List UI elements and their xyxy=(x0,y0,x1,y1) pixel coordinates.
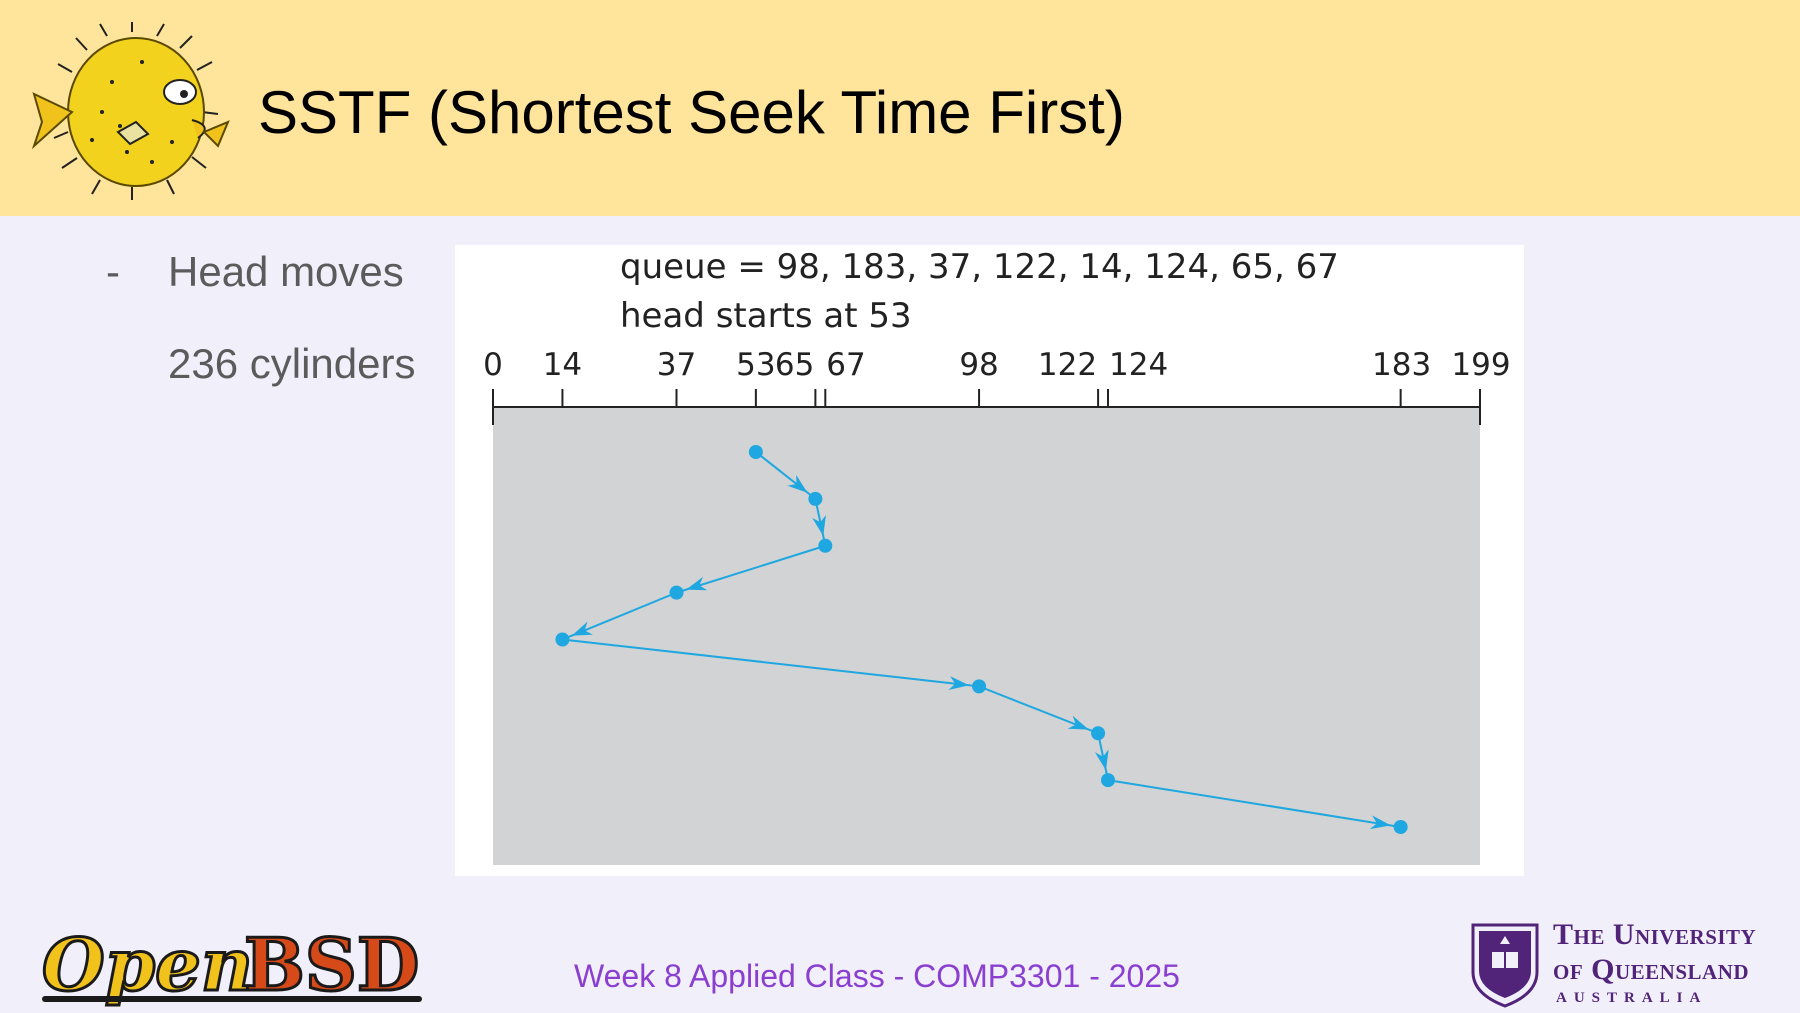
slide-title: SSTF (Shortest Seek Time First) xyxy=(258,79,1125,146)
uq-country: AUSTRALIA xyxy=(1556,990,1708,1006)
tick-label: 124 xyxy=(1109,347,1168,383)
head-path-arrow xyxy=(812,514,826,536)
bullet-text-line1: Head moves xyxy=(168,248,404,295)
title-bar xyxy=(0,0,1800,216)
sstf-chart: queue = 98, 183, 37, 122, 14, 124, 65, 6… xyxy=(483,247,1511,865)
openbsd-pufferfish-icon xyxy=(32,22,230,200)
footer-text: Week 8 Applied Class - COMP3301 - 2025 xyxy=(574,958,1180,994)
plot-area xyxy=(493,407,1480,865)
tick-label: 0 xyxy=(483,347,503,383)
queue-label: queue = 98, 183, 37, 122, 14, 124, 65, 6… xyxy=(620,247,1339,287)
head-path-arrow xyxy=(948,676,970,690)
head-position-point xyxy=(555,632,570,647)
tick-label: 53 xyxy=(736,347,775,383)
bullet-marker: - xyxy=(106,248,120,295)
bullet-text-line2: 236 cylinders xyxy=(168,340,416,387)
tick-label: 98 xyxy=(959,347,998,383)
openbsd-logo: Open BSD xyxy=(41,921,422,1008)
head-path-segment xyxy=(1107,779,1401,828)
head-position-point xyxy=(748,445,763,459)
head-path-segment xyxy=(562,638,980,688)
head-path-arrow xyxy=(1369,815,1391,830)
head-path-arrow xyxy=(787,474,808,493)
head-position-point xyxy=(1101,773,1116,788)
head-start-label: head starts at 53 xyxy=(620,296,912,336)
tick-label: 67 xyxy=(826,347,865,383)
tick-label: 122 xyxy=(1038,347,1097,383)
head-path-arrow xyxy=(686,576,708,591)
tick-label: 199 xyxy=(1451,347,1510,383)
head-position-point xyxy=(808,491,823,506)
uq-name-line2: of Queensland xyxy=(1553,953,1750,986)
openbsd-logo-open: Open xyxy=(42,922,253,1007)
tick-label: 37 xyxy=(657,347,696,383)
head-position-point xyxy=(1091,726,1106,741)
head-path-arrow xyxy=(1067,715,1089,730)
uq-name-line1: The University xyxy=(1553,918,1757,951)
head-position-point xyxy=(1393,820,1408,834)
tick-label: 14 xyxy=(543,347,582,383)
head-path-arrow xyxy=(571,621,593,636)
head-position-point xyxy=(818,538,833,553)
head-path-arrow xyxy=(1094,749,1109,771)
tick-label: 183 xyxy=(1372,347,1431,383)
head-position-point xyxy=(972,679,987,694)
sstf-diagram: queue = 98, 183, 37, 122, 14, 124, 65, 6… xyxy=(455,245,1524,876)
uq-crest-icon xyxy=(1471,923,1539,1008)
head-path-segment xyxy=(676,544,826,594)
tick-label: 65 xyxy=(775,347,814,383)
openbsd-logo-bsd: BSD xyxy=(244,922,419,1007)
head-position-point xyxy=(669,585,684,600)
